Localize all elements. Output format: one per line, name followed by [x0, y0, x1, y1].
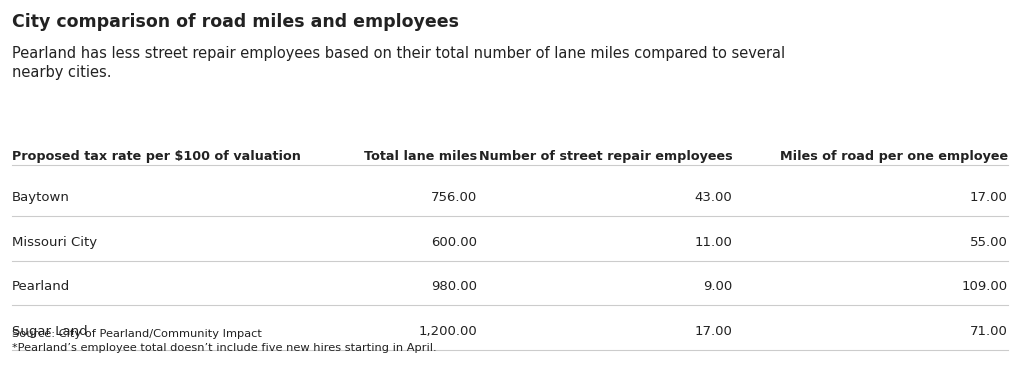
Text: Number of street repair employees: Number of street repair employees — [478, 150, 732, 163]
Text: City comparison of road miles and employees: City comparison of road miles and employ… — [12, 13, 459, 31]
Text: 1,200.00: 1,200.00 — [418, 324, 477, 338]
Text: 17.00: 17.00 — [969, 191, 1007, 205]
Text: Source: City of Pearland/Community Impact: Source: City of Pearland/Community Impac… — [12, 329, 262, 339]
Text: Baytown: Baytown — [12, 191, 70, 205]
Text: 71.00: 71.00 — [969, 324, 1007, 338]
Text: 980.00: 980.00 — [431, 280, 477, 293]
Text: Sugar Land: Sugar Land — [12, 324, 88, 338]
Text: Proposed tax rate per $100 of valuation: Proposed tax rate per $100 of valuation — [12, 150, 301, 163]
Text: Total lane miles: Total lane miles — [364, 150, 477, 163]
Text: Pearland: Pearland — [12, 280, 70, 293]
Text: 11.00: 11.00 — [694, 236, 732, 249]
Text: Missouri City: Missouri City — [12, 236, 97, 249]
Text: Miles of road per one employee: Miles of road per one employee — [779, 150, 1007, 163]
Text: 43.00: 43.00 — [694, 191, 732, 205]
Text: 55.00: 55.00 — [969, 236, 1007, 249]
Text: 756.00: 756.00 — [431, 191, 477, 205]
Text: *Pearland’s employee total doesn’t include five new hires starting in April.: *Pearland’s employee total doesn’t inclu… — [12, 343, 436, 353]
Text: 600.00: 600.00 — [431, 236, 477, 249]
Text: 109.00: 109.00 — [961, 280, 1007, 293]
Text: Pearland has less street repair employees based on their total number of lane mi: Pearland has less street repair employee… — [12, 46, 785, 80]
Text: 17.00: 17.00 — [694, 324, 732, 338]
Text: 9.00: 9.00 — [702, 280, 732, 293]
